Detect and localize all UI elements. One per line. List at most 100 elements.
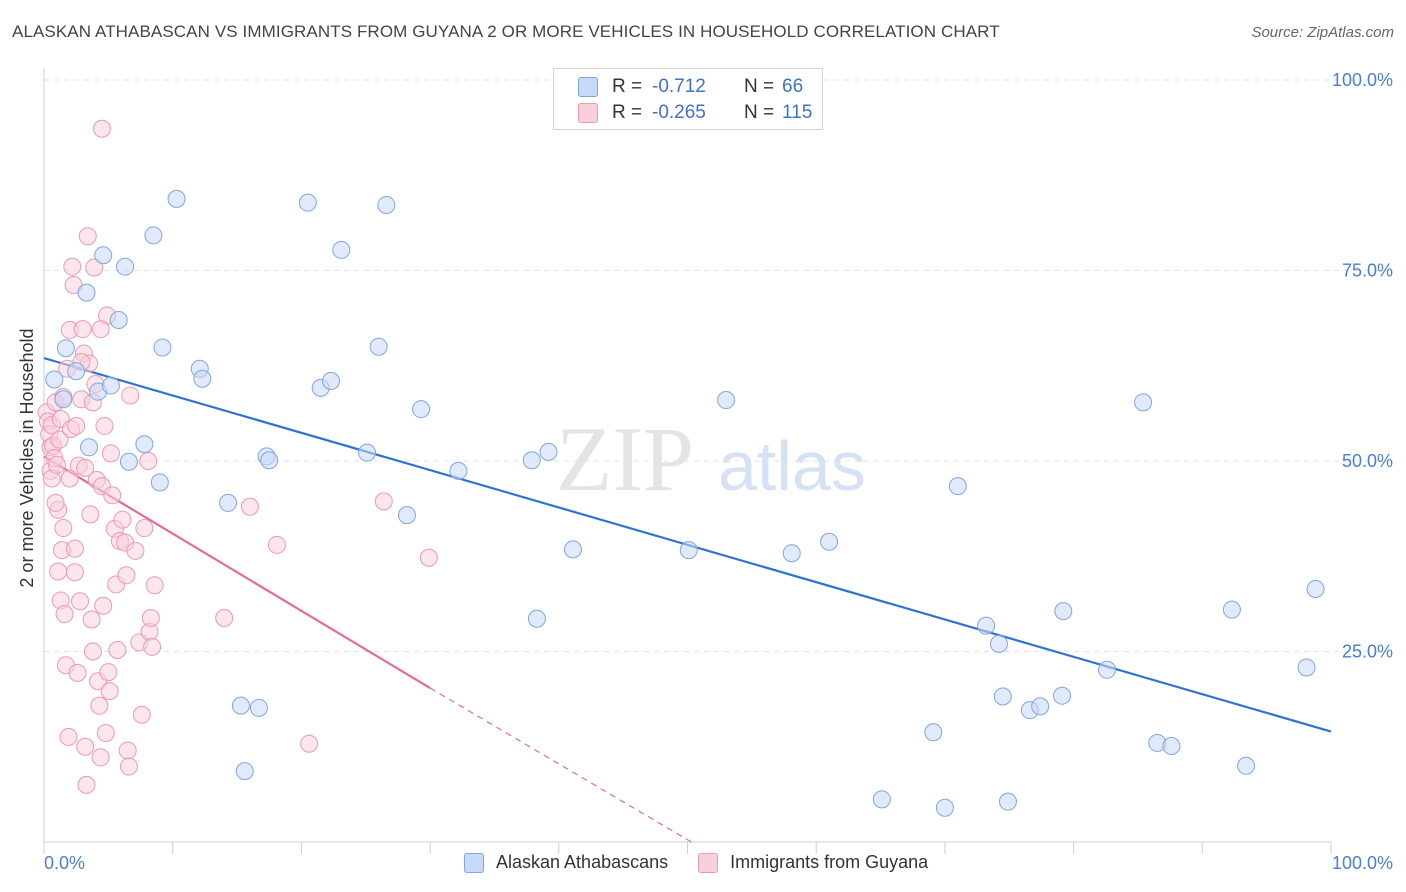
athabascan-point bbox=[153, 338, 172, 357]
guyana-point bbox=[96, 724, 115, 743]
guyana-point bbox=[118, 741, 137, 760]
athabascan-point bbox=[135, 435, 154, 454]
watermark: ZIP atlas bbox=[556, 408, 866, 510]
athabascan-point bbox=[563, 540, 582, 559]
athabascan-point bbox=[948, 477, 967, 496]
athabascan-point bbox=[260, 451, 279, 470]
athabascan-point bbox=[539, 442, 558, 461]
axes bbox=[43, 68, 1332, 854]
athabascan-point bbox=[249, 698, 268, 717]
guyana-point bbox=[77, 775, 96, 794]
athabascan-point bbox=[101, 376, 120, 395]
guyana-point bbox=[132, 705, 151, 724]
guyana-point bbox=[76, 737, 95, 756]
guyana-point bbox=[300, 734, 319, 753]
legend-label-guyana: Immigrants from Guyana bbox=[730, 852, 929, 872]
athabascan-point bbox=[527, 609, 546, 628]
guyana-point bbox=[141, 608, 160, 627]
guyana-point bbox=[85, 258, 104, 277]
athabascan-point bbox=[332, 240, 351, 259]
chart-title: ALASKAN ATHABASCAN VS IMMIGRANTS FROM GU… bbox=[12, 22, 1000, 41]
r-value: -0.265 bbox=[652, 102, 706, 123]
athabascan-point bbox=[150, 473, 169, 492]
athabascan-point bbox=[522, 451, 541, 470]
guyana-point bbox=[267, 535, 286, 554]
n-value: 115 bbox=[782, 102, 813, 123]
tick-labels: 25.0% 50.0% 75.0% 100.0% 0.0% 100.0% bbox=[44, 70, 1393, 873]
guyana-point bbox=[215, 608, 234, 627]
athabascan-point bbox=[998, 792, 1017, 811]
guyana-point bbox=[95, 416, 114, 435]
guyana-point bbox=[81, 505, 100, 524]
athabascan-point bbox=[94, 246, 113, 265]
guyana-point bbox=[101, 444, 120, 463]
r-label: R = bbox=[612, 102, 643, 123]
guyana-point bbox=[82, 610, 101, 629]
guyana-point bbox=[90, 696, 109, 715]
stats-legend: R = -0.712 N = 66 R = -0.265 N = 115 bbox=[553, 68, 823, 130]
athabascan-point bbox=[1134, 393, 1153, 412]
n-label: N = bbox=[744, 102, 775, 123]
athabascan-point bbox=[77, 283, 96, 302]
y-tick-label: 50.0% bbox=[1342, 451, 1393, 471]
guyana-point bbox=[126, 541, 145, 560]
guyana-point bbox=[73, 320, 92, 339]
guyana-point bbox=[113, 510, 132, 529]
athabascan-point bbox=[377, 195, 396, 214]
athabascan-point bbox=[1306, 580, 1325, 599]
athabascan-point bbox=[1031, 697, 1050, 716]
athabascan-point bbox=[369, 337, 388, 356]
athabascan-point bbox=[322, 371, 341, 390]
source-label: Source: ZipAtlas.com bbox=[1251, 24, 1394, 41]
series-legend: Alaskan Athabascans Immigrants from Guya… bbox=[464, 852, 958, 873]
pink-swatch bbox=[578, 103, 598, 123]
guyana-point bbox=[49, 562, 68, 581]
n-label: N = bbox=[744, 76, 775, 97]
athabascan-point bbox=[717, 391, 736, 410]
guyana-point bbox=[119, 757, 138, 776]
legend-item-athabascans: Alaskan Athabascans bbox=[464, 852, 668, 873]
athabascan-point bbox=[231, 696, 250, 715]
guyana-point bbox=[68, 663, 87, 682]
athabascan-point bbox=[80, 438, 99, 457]
athabascan-point bbox=[1237, 756, 1256, 775]
athabascan-point bbox=[56, 339, 75, 358]
athabascan-point bbox=[924, 723, 943, 742]
athabascan-point bbox=[977, 616, 996, 635]
y-tick-label: 75.0% bbox=[1342, 261, 1393, 281]
guyana-point bbox=[55, 605, 74, 624]
n-value: 66 bbox=[782, 76, 804, 97]
guyana-point bbox=[78, 227, 97, 246]
guyana-point bbox=[121, 386, 140, 405]
guyana-point bbox=[60, 469, 79, 488]
guyana-point bbox=[91, 748, 110, 767]
athabascan-point bbox=[872, 790, 891, 809]
athabascan-point bbox=[1222, 600, 1241, 619]
legend-swatch-blue bbox=[464, 852, 484, 873]
r-label: R = bbox=[612, 76, 643, 97]
athabascan-point bbox=[1162, 736, 1181, 755]
athabascan-point bbox=[235, 762, 254, 781]
watermark-atlas: atlas bbox=[718, 427, 866, 505]
athabascan-point bbox=[993, 687, 1012, 706]
athabascan-point bbox=[109, 311, 128, 330]
guyana-point bbox=[54, 519, 73, 538]
guyana-point bbox=[67, 416, 86, 435]
athabascan-point bbox=[1053, 686, 1072, 705]
guyana-point bbox=[46, 493, 65, 512]
guyana-point bbox=[100, 682, 119, 701]
legend-swatch-pink bbox=[698, 852, 719, 873]
athabascan-point bbox=[45, 370, 64, 389]
data-points bbox=[37, 119, 1325, 817]
athabascan-point bbox=[679, 541, 698, 560]
athabascan-point bbox=[782, 544, 801, 563]
guyana-point bbox=[47, 455, 66, 474]
athabascan-point bbox=[358, 443, 377, 462]
y-axis-label: 2 or more Vehicles in Household bbox=[17, 328, 37, 587]
guyana-point bbox=[103, 486, 122, 505]
blue-swatch bbox=[578, 77, 598, 97]
guyana-point bbox=[94, 596, 113, 615]
athabascan-point bbox=[1054, 602, 1073, 621]
athabascan-point bbox=[935, 798, 954, 817]
